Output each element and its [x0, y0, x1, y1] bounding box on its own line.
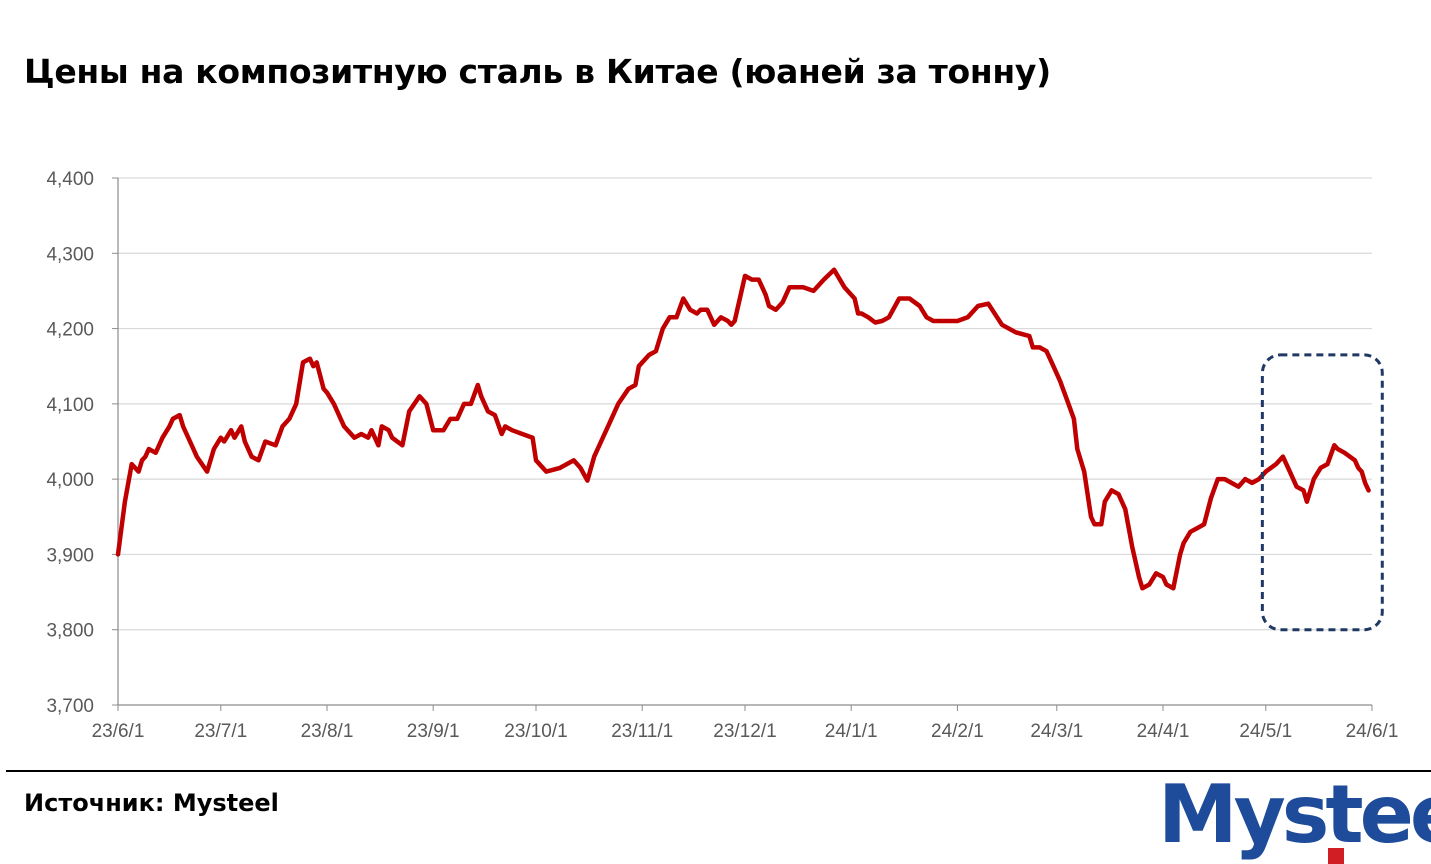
x-tick-label: 24/1/1 — [825, 721, 878, 742]
x-tick-label: 23/7/1 — [194, 721, 247, 742]
x-tick-label: 24/6/1 — [1346, 721, 1399, 742]
footer-divider — [6, 770, 1431, 772]
x-tick-label: 24/2/1 — [931, 721, 984, 742]
series-group — [115, 267, 1371, 591]
y-tick-label: 3,700 — [46, 696, 94, 717]
y-tick-label: 4,000 — [46, 470, 94, 491]
highlight-box-group — [1260, 353, 1384, 632]
x-tick-label: 23/12/1 — [713, 721, 776, 742]
x-tick-label: 23/9/1 — [407, 721, 460, 742]
x-tick-label: 23/6/1 — [92, 721, 145, 742]
x-tick-label: 23/8/1 — [301, 721, 354, 742]
axes — [112, 177, 1373, 711]
y-tick-label: 3,900 — [46, 545, 94, 566]
price-line-chart: 3,700 3,800 3,900 4,000 4,100 4,200 4,300 4,400… — [46, 169, 1399, 742]
logo-red-accent — [1328, 848, 1344, 864]
chart-title: Цены на композитную сталь в Китае (юаней… — [24, 52, 1051, 91]
x-tick-label: 24/4/1 — [1137, 721, 1190, 742]
source-note: Источник: Mysteel — [24, 789, 279, 817]
x-tick-label: 23/11/1 — [611, 721, 673, 742]
y-tick-label: 4,400 — [46, 169, 94, 190]
x-tick-label: 24/3/1 — [1030, 721, 1083, 742]
y-tick-labels: 3,700 3,800 3,900 4,000 4,100 4,200 4,300 4,400 — [46, 169, 94, 717]
x-tick-label: 23/10/1 — [504, 721, 567, 742]
highlight-box — [1260, 353, 1384, 632]
x-tick-label: 24/5/1 — [1239, 721, 1292, 742]
y-tick-label: 3,800 — [46, 621, 94, 642]
series-line — [115, 267, 1371, 591]
grid-lines — [118, 177, 1372, 631]
y-tick-label: 4,200 — [46, 320, 94, 341]
y-tick-label: 4,100 — [46, 395, 94, 416]
y-tick-label: 4,300 — [46, 244, 94, 265]
x-tick-labels: 23/6/1 23/7/1 23/8/1 23/9/1 23/10/1 23/11/1 23… — [92, 721, 1399, 742]
mysteel-logo: Mysteel — [1158, 768, 1431, 864]
